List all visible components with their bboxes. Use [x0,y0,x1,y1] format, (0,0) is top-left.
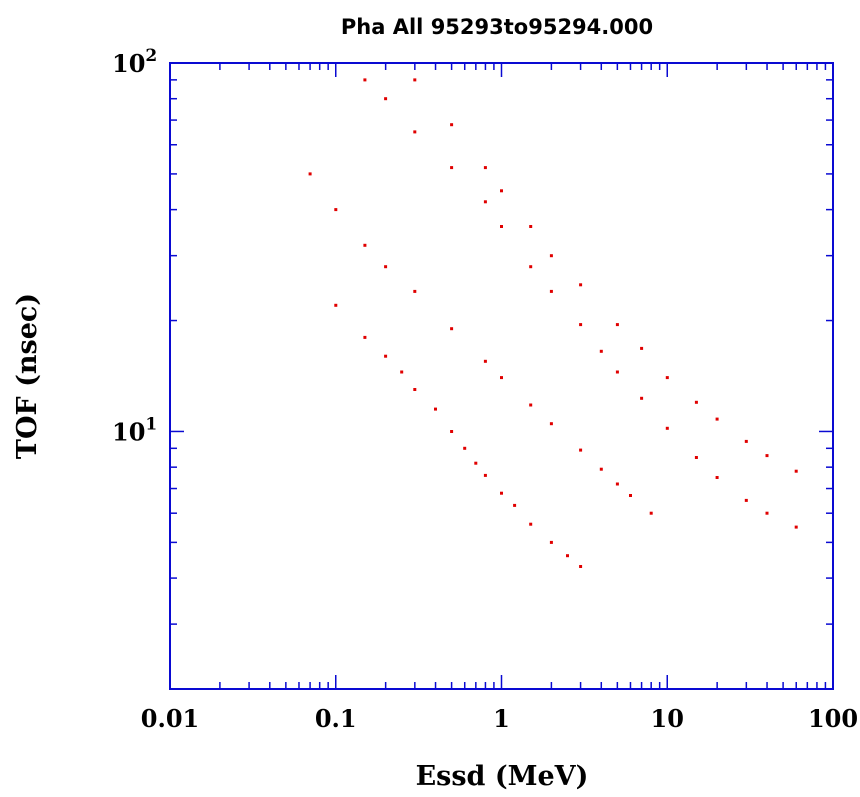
data-point [549,422,553,426]
x-tick-labels: 0.01 0.1 1 10 100 [141,704,858,733]
data-point [413,289,417,293]
data-point [384,97,388,101]
data-point [474,461,478,465]
data-point [363,335,367,339]
data-point [640,396,644,400]
data-point [529,522,533,526]
y-tick-label: 102 [112,46,157,78]
data-point [384,354,388,358]
data-point [500,491,503,495]
data-point [400,370,404,374]
data-point [483,200,487,204]
data-point [579,323,583,327]
data-point [765,511,769,515]
data-point [529,403,533,407]
data-point [513,503,517,507]
x-tick-label: 100 [808,704,858,733]
data-point [450,430,454,433]
data-point [549,254,553,258]
data-point [450,166,454,170]
data-point [715,476,719,479]
data-point [599,349,603,353]
data-point [363,78,367,82]
x-axis-label: Essd (MeV) [416,761,589,792]
data-point [694,456,698,459]
data-point [483,359,487,363]
data-point [715,417,719,421]
data-point [434,407,437,411]
axis-ticks [169,62,834,690]
data-point [413,78,417,82]
x-tick-label: 10 [651,704,684,733]
y-tick-labels: 102 101 [112,46,157,446]
data-point [463,446,467,450]
data-point [566,554,569,558]
data-point [649,511,653,515]
x-tick-label: 1 [493,704,510,733]
data-point [334,208,338,212]
data-point [765,454,769,458]
data-point [744,498,748,502]
x-tick-label: 0.1 [315,704,357,733]
plot-frame [169,62,834,690]
data-point [413,130,417,134]
data-point [665,376,669,380]
data-point [549,289,553,293]
data-point [450,327,454,331]
data-point [363,243,367,247]
chart-title: Pha All 95293to95294.000 [341,15,653,39]
data-points [308,78,798,568]
data-point [384,265,388,269]
data-point [579,565,583,568]
data-point [640,346,644,350]
x-tick-label: 0.01 [141,704,199,733]
data-point [794,525,798,529]
data-point [665,426,669,430]
data-point [794,469,798,473]
data-point [529,225,533,228]
data-point [579,283,583,287]
data-point [413,388,417,391]
y-tick-label: 101 [112,414,157,446]
data-point [483,473,487,477]
data-point [500,376,503,380]
data-point [483,166,487,170]
data-point [629,494,632,497]
data-point [579,448,583,452]
data-point [529,265,533,269]
data-point [500,225,503,228]
data-point [599,467,603,471]
y-axis-label: TOF (nsec) [12,293,43,459]
data-point [615,482,619,486]
data-point [549,540,553,544]
data-point [500,189,503,193]
data-point [334,303,338,307]
data-point [308,172,312,176]
data-point [744,439,748,443]
data-point [694,400,698,404]
data-point [615,323,619,327]
data-point [450,123,454,127]
data-point [615,370,619,374]
